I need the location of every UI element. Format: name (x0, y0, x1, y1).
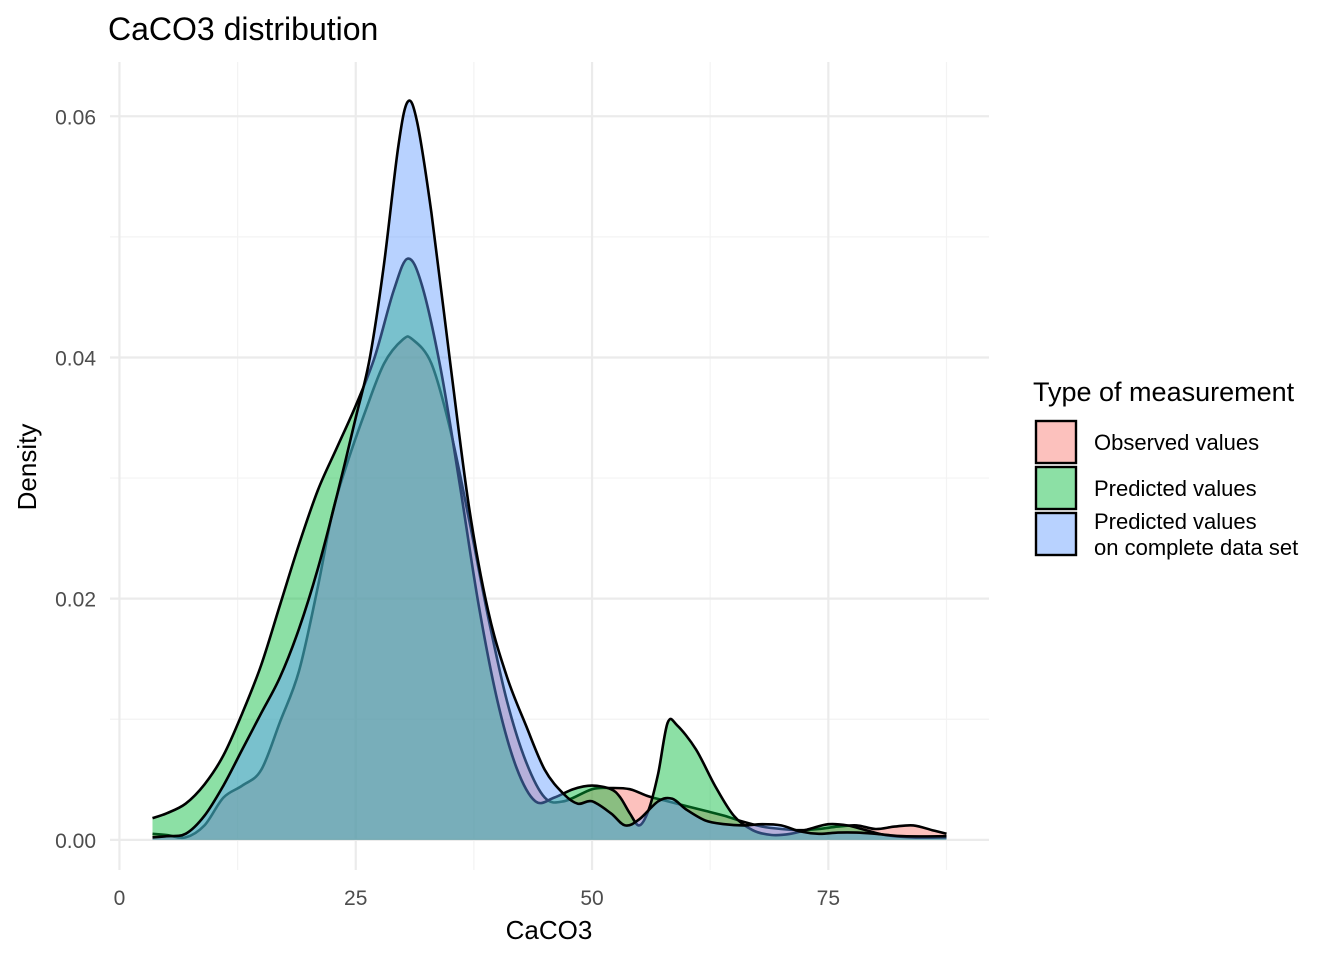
chart-title: CaCO3 distribution (108, 11, 378, 47)
grid (110, 62, 989, 870)
legend-key-swatch (1034, 511, 1078, 557)
predicted-values-on-complete-data-set-density-curve (152, 99, 947, 839)
predicted-values-on-complete-data-set-density-area (152, 100, 947, 840)
legend-item-predicted-values: Predicted values (1034, 465, 1257, 511)
legend-key-background (1035, 466, 1077, 510)
observed-values-density-curve (152, 335, 947, 840)
y-axis-label: Density (12, 424, 42, 511)
y-tick-label: 0.04 (55, 347, 96, 370)
legend-key-swatch (1034, 419, 1078, 465)
y-axis-ticks: 0.00 0.02 0.04 0.06 (55, 106, 96, 853)
x-axis-ticks: 0 25 50 75 (114, 887, 840, 910)
x-tick-label: 75 (817, 887, 840, 910)
legend-label: on complete data set (1094, 535, 1298, 560)
legend-label: Observed values (1094, 430, 1259, 455)
density-areas (152, 99, 947, 840)
legend-item-observed-values: Observed values (1034, 419, 1259, 465)
y-tick-label: 0.00 (55, 830, 96, 853)
legend-key-background (1035, 512, 1077, 556)
x-tick-label: 25 (344, 887, 367, 910)
legend: Type of measurement Observed values Predi… (1033, 377, 1298, 560)
y-tick-label: 0.06 (55, 106, 96, 129)
y-tick-label: 0.02 (55, 589, 96, 612)
x-tick-label: 0 (114, 887, 126, 910)
observed-values-density-area (152, 336, 947, 840)
x-tick-label: 50 (580, 887, 603, 910)
legend-title: Type of measurement (1033, 377, 1295, 407)
legend-label: Predicted values (1094, 476, 1257, 501)
legend-key-swatch (1034, 465, 1078, 511)
x-axis-label: CaCO3 (506, 915, 593, 945)
legend-key-background (1035, 420, 1077, 464)
predicted-values-density-curve (152, 257, 947, 839)
legend-label: Predicted values (1094, 509, 1257, 534)
predicted-values-density-area (152, 258, 947, 840)
